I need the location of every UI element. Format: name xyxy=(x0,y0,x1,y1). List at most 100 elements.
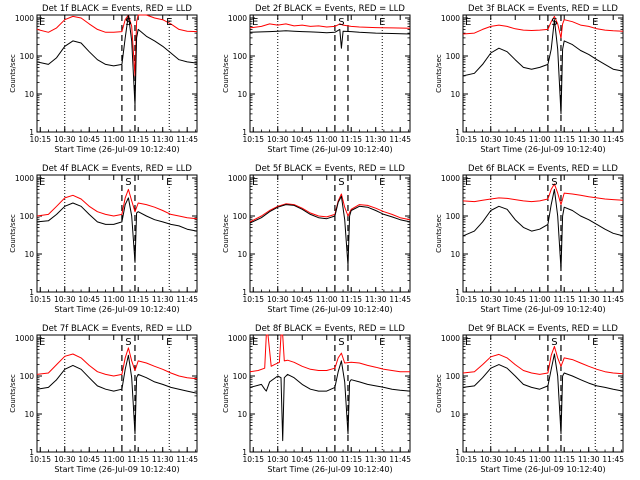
x-tick-label: 10:15 xyxy=(455,455,477,464)
marker-label: E xyxy=(592,17,598,28)
x-tick-label: 11:45 xyxy=(389,295,411,304)
series-lld-line xyxy=(249,334,410,373)
marker-label: E xyxy=(592,177,598,188)
x-tick-label: 11:15 xyxy=(340,295,362,304)
plot-frame xyxy=(36,14,198,133)
x-tick-label: 10:15 xyxy=(29,295,51,304)
x-tick-label: 10:30 xyxy=(267,295,289,304)
x-tick-label: 11:30 xyxy=(152,295,174,304)
x-tick-label: 11:30 xyxy=(578,135,600,144)
x-tick-label: 10:45 xyxy=(504,135,526,144)
x-tick-label: 10:45 xyxy=(291,295,313,304)
marker-label: S xyxy=(551,177,557,188)
marker-label: E xyxy=(166,337,172,348)
x-tick-label: 11:30 xyxy=(365,295,387,304)
y-tick-label: 10 xyxy=(24,410,34,419)
y-tick-label: 100 xyxy=(446,52,461,61)
x-tick-label: 11:45 xyxy=(602,135,624,144)
x-tick-label: 11:15 xyxy=(553,135,575,144)
panel-title: Det 1f BLACK = Events, RED = LLD xyxy=(42,4,192,14)
series-events-line xyxy=(36,197,198,263)
marker-label: S xyxy=(125,337,131,348)
marker-label: E xyxy=(465,177,471,188)
panel-7: Det 7f BLACK = Events, RED = LLD 1 10 100 10… xyxy=(9,324,198,474)
y-tick-label: 1 xyxy=(242,448,247,457)
series-events-line xyxy=(36,354,198,435)
x-tick-label: 10:30 xyxy=(480,455,502,464)
y-tick-label: 1000 xyxy=(15,334,34,343)
plot-frame xyxy=(249,174,411,293)
x-tick-label: 10:15 xyxy=(455,135,477,144)
x-tick-label: 11:45 xyxy=(602,295,624,304)
panel-title: Det 7f BLACK = Events, RED = LLD xyxy=(42,324,192,334)
marker-label: E xyxy=(592,337,598,348)
x-tick-label: 10:30 xyxy=(54,135,76,144)
y-axis-label: Counts/sec xyxy=(9,54,17,93)
x-tick-label: 10:15 xyxy=(242,135,264,144)
series-lld-line xyxy=(36,14,198,77)
y-tick-label: 1 xyxy=(455,448,460,457)
x-axis-label: Start Time (26-Jul-09 10:12:40) xyxy=(267,465,392,474)
panel-title: Det 9f BLACK = Events, RED = LLD xyxy=(468,324,618,334)
x-tick-label: 10:30 xyxy=(267,455,289,464)
x-tick-label: 11:00 xyxy=(316,295,338,304)
x-tick-label: 11:15 xyxy=(553,455,575,464)
y-axis-label: Counts/sec xyxy=(222,374,230,413)
x-tick-label: 11:30 xyxy=(152,135,174,144)
x-tick-label: 11:15 xyxy=(127,135,149,144)
series-events-line xyxy=(462,188,624,270)
y-tick-label: 10 xyxy=(237,410,247,419)
x-axis-label: Start Time (26-Jul-09 10:12:40) xyxy=(267,305,392,314)
y-axis-label: Counts/sec xyxy=(222,214,230,253)
x-tick-label: 11:30 xyxy=(578,455,600,464)
marker-label: S xyxy=(125,17,131,28)
plot-frame xyxy=(462,174,624,293)
x-axis-label: Start Time (26-Jul-09 10:12:40) xyxy=(54,305,179,314)
series-events-line xyxy=(462,19,624,115)
y-tick-label: 1000 xyxy=(15,174,34,183)
marker-label: E xyxy=(379,337,385,348)
y-tick-label: 100 xyxy=(20,52,35,61)
y-tick-label: 1000 xyxy=(228,174,247,183)
x-tick-label: 11:00 xyxy=(103,455,125,464)
x-tick-label: 11:30 xyxy=(152,455,174,464)
y-axis-label: Counts/sec xyxy=(9,214,17,253)
y-tick-label: 100 xyxy=(446,212,461,221)
x-tick-label: 10:45 xyxy=(504,295,526,304)
panel-1: Det 1f BLACK = Events, RED = LLD 1 10 100 10… xyxy=(9,4,198,154)
marker-label: S xyxy=(338,177,344,188)
x-axis-label: Start Time (26-Jul-09 10:12:40) xyxy=(267,145,392,154)
marker-label: S xyxy=(338,17,344,28)
marker-label: E xyxy=(252,337,258,348)
series-events-line xyxy=(36,14,198,106)
x-tick-label: 10:15 xyxy=(29,135,51,144)
y-tick-label: 100 xyxy=(233,52,248,61)
x-tick-label: 11:00 xyxy=(529,455,551,464)
x-tick-label: 11:45 xyxy=(176,455,198,464)
panel-title: Det 8f BLACK = Events, RED = LLD xyxy=(255,324,405,334)
x-tick-label: 10:30 xyxy=(480,295,502,304)
x-tick-label: 11:45 xyxy=(389,135,411,144)
series-lld-line xyxy=(462,183,624,206)
x-tick-label: 10:45 xyxy=(78,135,100,144)
plot-frame xyxy=(249,14,411,133)
marker-label: E xyxy=(465,17,471,28)
y-tick-label: 10 xyxy=(450,90,460,99)
x-tick-label: 11:30 xyxy=(365,135,387,144)
plot-frame xyxy=(462,14,624,133)
y-tick-label: 100 xyxy=(20,372,35,381)
y-tick-label: 10 xyxy=(450,250,460,259)
x-tick-label: 10:30 xyxy=(480,135,502,144)
x-tick-label: 11:45 xyxy=(602,455,624,464)
x-axis-label: Start Time (26-Jul-09 10:12:40) xyxy=(480,305,605,314)
marker-label: E xyxy=(252,177,258,188)
y-axis-label: Counts/sec xyxy=(9,374,17,413)
x-tick-label: 11:45 xyxy=(176,135,198,144)
x-tick-label: 10:30 xyxy=(54,455,76,464)
x-axis-label: Start Time (26-Jul-09 10:12:40) xyxy=(480,465,605,474)
y-tick-label: 1 xyxy=(29,128,34,137)
x-tick-label: 11:45 xyxy=(176,295,198,304)
marker-label: S xyxy=(551,337,557,348)
panel-title: Det 6f BLACK = Events, RED = LLD xyxy=(468,164,618,174)
